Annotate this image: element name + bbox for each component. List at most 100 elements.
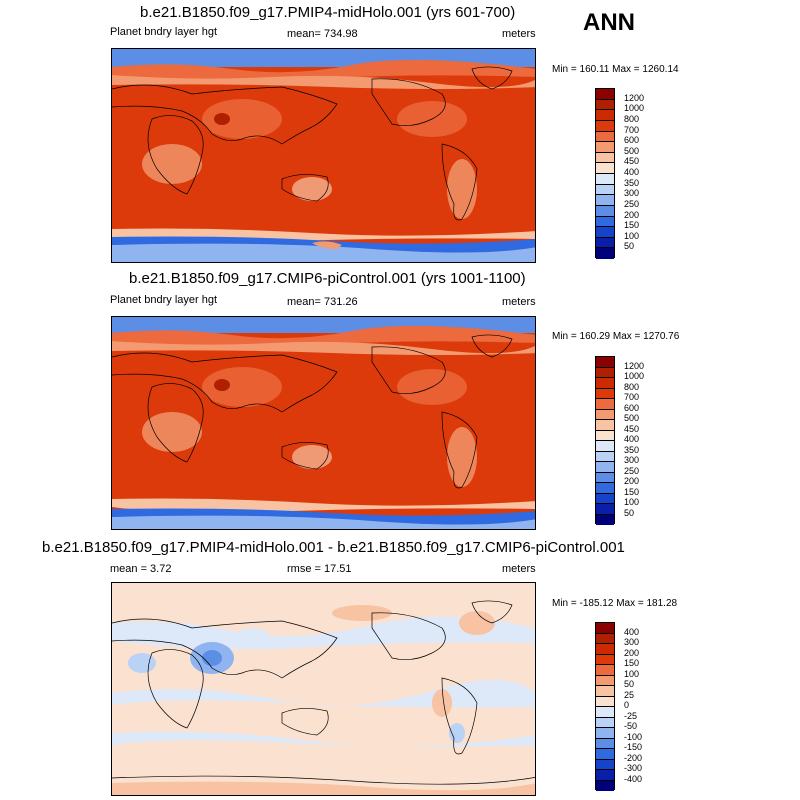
panel-3-units-label: meters [502,563,536,575]
colorbar-tick-label: 400 [624,167,640,177]
colorbar-tick-label: 1200 [624,360,645,371]
colorbar-box [596,430,614,441]
colorbar-tick-label: 100 [624,230,640,241]
colorbar-box [596,451,614,462]
colorbar-box [596,89,614,100]
colorbar-tick-label: 300 [624,637,640,647]
colorbar-tick-label: 400 [624,434,640,444]
colorbar-box [596,99,614,111]
panel-1-units-label: meters [502,28,536,40]
panel-2-variable-label: Planet bndry layer hgt [110,294,218,306]
colorbar-box [596,441,614,452]
colorbar-tick-label: 600 [624,402,640,413]
panel-3-mean-label: mean = 3.72 [110,563,172,575]
panel-2-map-svg [112,317,535,529]
colorbar-box [596,367,614,378]
colorbar-box [596,163,614,174]
colorbar-tick-label: 100 [624,497,640,507]
colorbar-box [596,205,614,217]
colorbar-box [596,686,614,697]
colorbar-tick-label: 350 [624,444,640,455]
colorbar-tick-label: -200 [624,752,643,763]
colorbar-box [596,131,614,143]
panel-2-colorbar [595,356,615,525]
panel-2-units-label: meters [502,296,536,308]
colorbar-tick-label: 300 [624,455,640,465]
colorbar-tick-label: -150 [624,742,643,752]
colorbar-box [596,420,614,431]
panel-3-title: b.e21.B1850.f09_g17.PMIP4-midHolo.001 - … [42,539,625,556]
colorbar-tick-label: -400 [624,773,643,784]
colorbar-box [596,378,614,389]
colorbar-box [596,493,614,504]
colorbar-tick-label: 200 [624,209,640,220]
colorbar-box [596,174,614,185]
panel-3-map-svg [112,583,535,795]
colorbar-tick-label: 400 [624,626,640,637]
panel-2-title: b.e21.B1850.f09_g17.CMIP6-piControl.001 … [129,270,526,287]
colorbar-box [596,388,614,399]
panel-3-map [111,582,536,796]
colorbar-tick-label: -300 [624,763,643,773]
colorbar-tick-label: 50 [624,507,635,518]
colorbar-box [596,623,614,634]
colorbar-tick-label: 100 [624,668,640,679]
panel-1-mean-label: mean= 734.98 [287,28,358,40]
panel-2-mean-label: mean= 731.26 [287,296,358,308]
colorbar-box [596,472,614,483]
panel-1-map [111,48,536,263]
colorbar-tick-label: 250 [624,465,640,476]
colorbar-tick-label: 150 [624,486,640,497]
colorbar-box [596,780,614,791]
colorbar-box [596,654,614,665]
colorbar-box [596,409,614,420]
panel-3-rmse-label: rmse = 17.51 [287,563,352,575]
colorbar-tick-label: 450 [624,423,640,434]
colorbar-tick-label: 450 [624,156,640,167]
colorbar-tick-label: 300 [624,188,640,199]
colorbar-box [596,216,614,228]
panel-3-minmax: Min = -185.12 Max = 181.28 [552,598,678,609]
panel-3-colorbar [595,622,615,791]
panel-1-colorbar [595,88,615,259]
colorbar-tick-label: 50 [624,679,635,689]
colorbar-tick-label: 700 [624,124,640,135]
colorbar-tick-label: 200 [624,647,640,658]
colorbar-box [596,770,614,781]
colorbar-tick-label: 600 [624,135,640,146]
colorbar-box [596,142,614,153]
colorbar-box [596,399,614,410]
colorbar-box [596,227,614,238]
panel-2-map [111,316,536,530]
colorbar-tick-label: 800 [624,113,640,124]
colorbar-box [596,675,614,686]
colorbar-tick-label: 500 [624,145,640,156]
colorbar-tick-label: -100 [624,731,643,742]
season-label: ANN [583,9,635,36]
colorbar-tick-label: 800 [624,381,640,392]
colorbar-tick-label: 25 [624,689,635,700]
colorbar-box [596,633,614,644]
colorbar-box [596,514,614,525]
colorbar-box [596,717,614,728]
colorbar-tick-label: 150 [624,658,640,668]
colorbar-box [596,248,614,259]
colorbar-tick-label: -50 [624,721,638,731]
colorbar-box [596,152,614,164]
colorbar-tick-label: 150 [624,220,640,231]
colorbar-box [596,644,614,655]
colorbar-box [596,738,614,749]
colorbar-box [596,184,614,196]
colorbar-box [596,759,614,770]
colorbar-box [596,504,614,515]
colorbar-box [596,462,614,473]
colorbar-tick-label: 1200 [624,92,645,103]
panel-1-variable-label: Planet bndry layer hgt [110,26,218,38]
panel-1-minmax: Min = 160.11 Max = 1260.14 [552,64,679,75]
colorbar-box [596,749,614,760]
colorbar-tick-label: 250 [624,198,640,209]
colorbar-tick-label: 500 [624,413,640,423]
panel-1-title: b.e21.B1850.f09_g17.PMIP4-midHolo.001 (y… [140,4,516,21]
colorbar-tick-label: 700 [624,392,640,402]
colorbar-tick-label: 0 [624,700,630,710]
